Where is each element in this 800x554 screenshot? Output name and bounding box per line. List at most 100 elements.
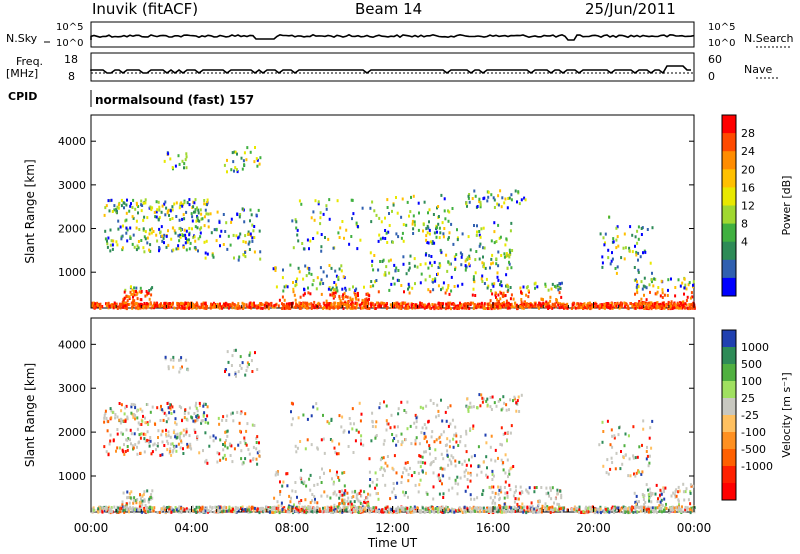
heatmap-cell (116, 307, 119, 310)
heatmap-cell (490, 434, 493, 438)
heatmap-cell (406, 400, 409, 404)
heatmap-cell (201, 419, 204, 423)
heatmap-cell (151, 507, 153, 510)
heatmap-cell (172, 248, 175, 252)
heatmap-cell (425, 471, 427, 475)
heatmap-cell (599, 306, 602, 309)
heatmap-cell (347, 496, 350, 500)
heatmap-cell (476, 473, 479, 477)
heatmap-cell (185, 507, 188, 511)
heatmap-cell (341, 510, 344, 514)
heatmap-cell (539, 302, 542, 306)
heatmap-cell (203, 224, 206, 228)
heatmap-cell (310, 216, 313, 220)
heatmap-cell (676, 303, 679, 307)
heatmap-cell (140, 303, 143, 306)
heatmap-cell (197, 237, 200, 241)
heatmap-cell (490, 458, 493, 462)
heatmap-cell (246, 506, 249, 510)
heatmap-cell (144, 439, 147, 443)
heatmap-cell (468, 262, 471, 266)
heatmap-cell (143, 235, 146, 239)
heatmap-cell (184, 408, 187, 412)
heatmap-cell (650, 302, 652, 305)
heatmap-cell (162, 236, 165, 240)
heatmap-cell (476, 496, 479, 500)
heatmap-cell (412, 227, 415, 231)
heatmap-cell (225, 457, 227, 461)
heatmap-cell (308, 271, 311, 275)
heatmap-cell (124, 288, 127, 292)
heatmap-cell (497, 485, 500, 489)
heatmap-cell (489, 510, 492, 514)
heatmap-cell (500, 458, 503, 462)
heatmap-cell (214, 505, 217, 509)
heatmap-cell (529, 305, 532, 309)
heatmap-cell (661, 288, 664, 292)
heatmap-cell (341, 471, 344, 475)
heatmap-cell (367, 500, 370, 504)
heatmap-cell (449, 509, 452, 513)
heatmap-cell (484, 307, 487, 310)
heatmap-cell (431, 240, 434, 244)
heatmap-cell (334, 269, 337, 273)
heatmap-cell (437, 510, 440, 514)
heatmap-cell (447, 424, 450, 428)
heatmap-cell (298, 501, 301, 505)
heatmap-cell (479, 305, 482, 309)
heatmap-cell (626, 306, 629, 309)
heatmap-cell (304, 301, 307, 305)
heatmap-cell (381, 236, 384, 240)
heatmap-cell (366, 298, 369, 302)
heatmap-cell (148, 440, 151, 444)
heatmap-cell (140, 423, 143, 426)
colorbar-segment (722, 223, 736, 243)
heatmap-cell (582, 303, 585, 307)
heatmap-cell (126, 303, 129, 307)
heatmap-cell (112, 439, 115, 443)
heatmap-cell (326, 505, 329, 509)
heatmap-cell (160, 433, 163, 437)
heatmap-cell (547, 307, 550, 310)
heatmap-cell (126, 228, 129, 232)
heatmap-cell (149, 228, 152, 232)
heatmap-cell (473, 508, 476, 512)
heatmap-cell (129, 236, 132, 240)
heatmap-cell (624, 453, 627, 457)
heatmap-cell (239, 232, 242, 236)
freq-trace (90, 65, 691, 75)
heatmap-cell (313, 306, 316, 310)
heatmap-cell (149, 410, 152, 414)
heatmap-cell (328, 286, 331, 289)
heatmap-cell (686, 295, 689, 299)
heatmap-cell (251, 302, 254, 306)
heatmap-cell (544, 305, 547, 309)
heatmap-cell (188, 203, 191, 207)
heatmap-cell (137, 211, 139, 215)
heatmap-cell (253, 160, 256, 164)
heatmap-cell (226, 414, 229, 418)
heatmap-cell (558, 282, 561, 286)
heatmap-cell (171, 249, 174, 253)
heatmap-cell (363, 300, 366, 304)
heatmap-cell (604, 304, 607, 308)
heatmap-cell (299, 440, 302, 443)
heatmap-cell (672, 491, 675, 495)
heatmap-cell (374, 436, 377, 440)
heatmap-cell (444, 307, 447, 311)
heatmap-cell (283, 285, 286, 289)
heatmap-cell (639, 505, 642, 509)
heatmap-cell (603, 303, 606, 307)
heatmap-cell (211, 303, 214, 307)
heatmap-cell (528, 486, 531, 490)
heatmap-cell (272, 506, 275, 510)
heatmap-cell (222, 507, 225, 511)
heatmap-cell (450, 302, 453, 306)
heatmap-cell (531, 508, 534, 512)
heatmap-cell (246, 365, 249, 369)
heatmap-cell (574, 306, 577, 310)
heatmap-cell (422, 305, 425, 309)
heatmap-cell (503, 486, 506, 489)
heatmap-cell (369, 285, 372, 289)
heatmap-cell (256, 462, 259, 466)
